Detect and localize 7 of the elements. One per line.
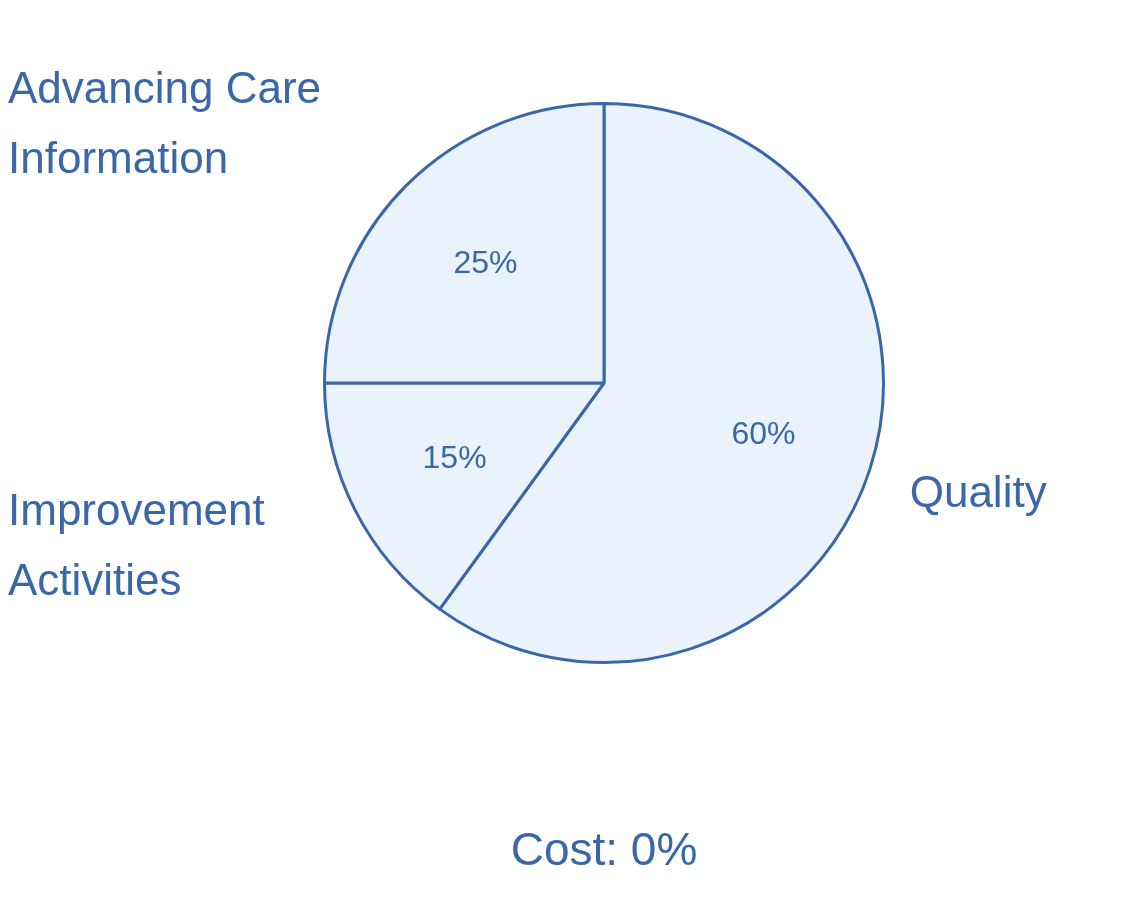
slice-label: Improvement Activities bbox=[8, 485, 265, 605]
slice-label: Advancing Care Information bbox=[8, 63, 322, 183]
data-label: 15% bbox=[422, 438, 487, 475]
text: Cost: 0% bbox=[510, 822, 698, 875]
slice-label: Quality bbox=[909, 467, 1047, 517]
data-label: 25% bbox=[453, 244, 518, 281]
data-label: 60% bbox=[731, 414, 796, 451]
